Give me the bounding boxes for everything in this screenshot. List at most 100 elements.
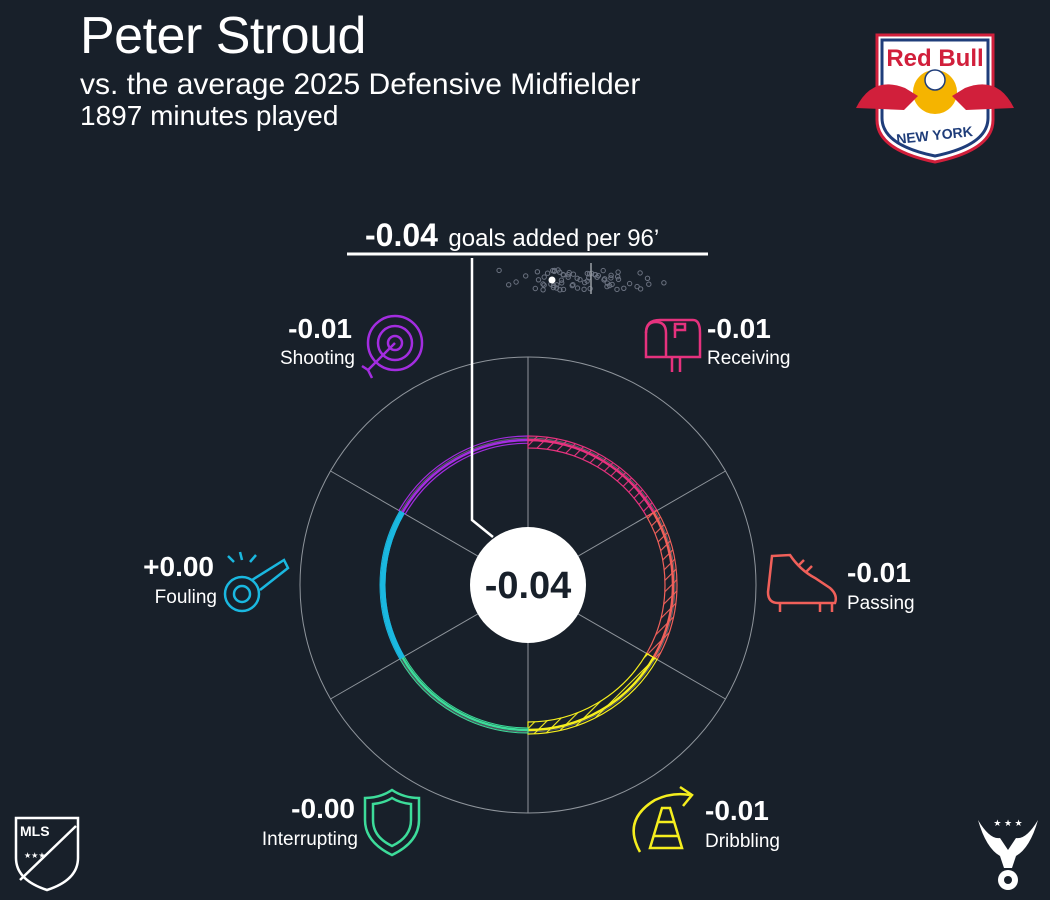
- dribbling-value: -0.01: [705, 795, 769, 826]
- fouling-group: +0.00 Fouling: [143, 551, 290, 613]
- distribution-dot: [523, 273, 529, 279]
- distribution-dot: [615, 276, 622, 283]
- distribution-dot: [569, 282, 575, 289]
- dribbling-label: Dribbling: [705, 831, 780, 852]
- distribution-dot: [534, 269, 541, 275]
- distribution-dot: [541, 274, 547, 280]
- shooting-value: -0.01: [288, 313, 352, 344]
- distribution-dot: [540, 287, 546, 293]
- distribution-dot: [581, 286, 587, 292]
- distribution-dot: [602, 276, 608, 282]
- distribution-dot: [532, 285, 538, 292]
- distribution-dot: [550, 267, 556, 274]
- shooting-arc: [401, 438, 529, 514]
- interrupting-group: -0.00 Interrupting: [262, 788, 421, 857]
- passing-group: -0.01 Passing: [766, 553, 915, 614]
- distribution-dot: [496, 267, 502, 274]
- distribution-dot: [637, 286, 644, 292]
- svg-text:★★★: ★★★: [24, 851, 46, 860]
- dribbling-arc: [527, 656, 655, 732]
- boot-icon: [766, 553, 838, 612]
- distribution-dot: [544, 270, 551, 276]
- shooting-band: [398, 435, 529, 515]
- interrupting-value: -0.00: [291, 793, 355, 824]
- distribution-dot: [587, 285, 593, 292]
- minutes-subtitle: 1897 minutes played: [80, 100, 339, 131]
- distribution-dot: [513, 279, 519, 285]
- distribution-dot: [560, 286, 567, 293]
- target-icon: [361, 314, 424, 379]
- shooting-label: Shooting: [280, 348, 355, 369]
- dribbling-group: -0.01 Dribbling: [632, 785, 780, 853]
- center-disc: [470, 527, 586, 643]
- player-marker: [548, 276, 556, 284]
- distribution-dot: [615, 269, 621, 275]
- svg-text:Red Bull: Red Bull: [886, 45, 983, 72]
- distribution-dot: [574, 285, 581, 291]
- distribution-dot: [560, 271, 566, 278]
- distribution-dot: [661, 280, 667, 286]
- total-headline: -0.04 goals added per 96’: [365, 217, 659, 253]
- interrupting-arc: [401, 656, 529, 732]
- distribution-dot: [604, 283, 610, 290]
- red-bull-new-york-logo: Red Bull NEW YORK: [856, 33, 1014, 164]
- category-segments: [379, 435, 678, 735]
- distribution-dot: [550, 284, 557, 291]
- distribution-dot: [535, 277, 542, 283]
- shield-icon: [363, 788, 421, 857]
- receiving-label: Receiving: [707, 348, 790, 369]
- mls-logo: MLS ★★★: [14, 816, 80, 892]
- total-label: goals added per 96’: [448, 225, 659, 252]
- distribution-dot: [553, 285, 560, 291]
- distribution-dots: [496, 267, 667, 293]
- distribution-dot: [574, 275, 580, 281]
- passing-arc: [652, 511, 675, 659]
- interrupting-band: [399, 655, 529, 734]
- distribution-dot: [621, 285, 627, 291]
- distribution-dot: [540, 281, 546, 287]
- svg-text:NEW YORK: NEW YORK: [895, 123, 973, 147]
- distribution-dot: [637, 270, 643, 276]
- distribution-dot: [559, 280, 565, 286]
- distribution-dot: [541, 282, 547, 288]
- distribution-dot: [577, 277, 583, 283]
- svg-text:MLS: MLS: [20, 823, 50, 839]
- passing-value: -0.01: [847, 557, 911, 588]
- connector-line: [470, 258, 494, 538]
- comparison-subtitle: vs. the average 2025 Defensive Midfielde…: [80, 68, 641, 101]
- distribution-dot: [570, 271, 577, 277]
- distribution-dot: [626, 280, 633, 287]
- center-total-value: -0.04: [485, 565, 572, 607]
- distribution-dot: [646, 281, 652, 287]
- fouling-label: Fouling: [155, 587, 217, 608]
- fouling-value: +0.00: [143, 551, 214, 582]
- dribbling-hatched-band: [527, 652, 658, 735]
- cone-arrow-icon: [632, 785, 694, 853]
- distribution-dot: [594, 274, 600, 280]
- distribution-dot: [644, 275, 651, 281]
- receiving-group: -0.01 Receiving: [644, 313, 790, 372]
- distribution-dot: [565, 274, 571, 280]
- receiving-arc: [527, 438, 655, 514]
- distribution-dot: [615, 274, 621, 280]
- distribution-dot: [570, 282, 576, 288]
- receiving-value: -0.01: [707, 313, 771, 344]
- distribution-dot: [608, 272, 614, 278]
- receiving-hatched-band: [527, 435, 658, 518]
- whistle-icon: [223, 551, 290, 613]
- interrupting-label: Interrupting: [262, 829, 358, 850]
- shooting-group: -0.01 Shooting: [280, 313, 424, 379]
- distribution-dot: [506, 282, 512, 288]
- mailbox-icon: [644, 318, 702, 372]
- fouling-arc: [380, 511, 405, 659]
- distribution-dot: [554, 282, 560, 288]
- eagle-crest-logo: ★ ★ ★: [978, 818, 1038, 890]
- passing-label: Passing: [847, 593, 915, 614]
- player-name: Peter Stroud: [80, 7, 366, 65]
- distribution-dot: [600, 267, 606, 274]
- total-value: -0.04: [365, 217, 438, 253]
- distribution-dot: [608, 275, 614, 281]
- distribution-dot: [558, 277, 565, 283]
- distribution-dot: [614, 286, 620, 293]
